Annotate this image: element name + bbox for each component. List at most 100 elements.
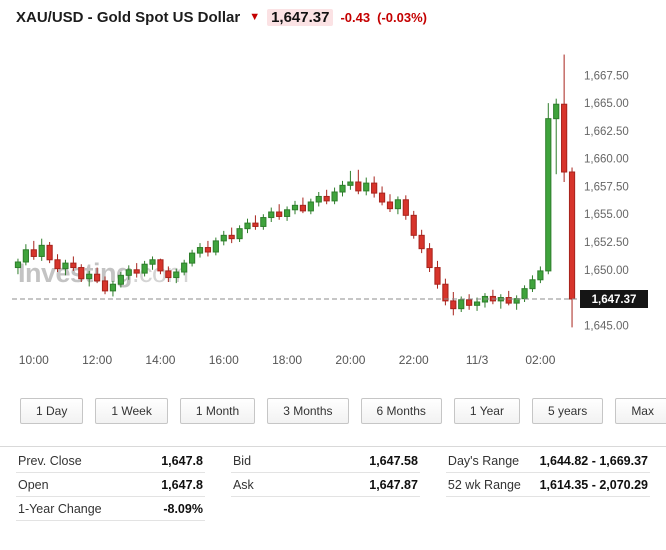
stat-label: Open	[18, 478, 49, 492]
candle	[568, 167, 576, 328]
candle	[236, 225, 243, 242]
candle	[394, 196, 402, 215]
candle	[371, 176, 378, 198]
candle	[481, 293, 489, 308]
range-button-1-year[interactable]: 1 Year	[453, 398, 520, 424]
candlestick-chart[interactable]: Investing.com1,667.501,665.001,662.501,6…	[0, 30, 664, 382]
candle	[553, 98, 560, 175]
stat-value: 1,644.82 - 1,669.37	[539, 454, 648, 468]
candle	[252, 215, 259, 230]
stat-label: Ask	[232, 478, 254, 492]
candle	[450, 292, 457, 316]
candle	[434, 260, 441, 289]
stat-52wk-range: 52 wk Range 1,614.35 - 2,070.29	[445, 473, 650, 497]
price-chart[interactable]: Investing.com 1,667.50 1,665.00 1,662.50 1,6…	[0, 30, 666, 382]
candle	[14, 258, 22, 275]
range-button-6-months[interactable]: 6 Months	[360, 398, 442, 424]
candle	[339, 180, 346, 197]
candle	[38, 238, 45, 261]
stat-days-range: Day's Range 1,644.82 - 1,669.37	[445, 449, 650, 473]
y-axis-label: 1,665.00	[584, 98, 629, 110]
candle	[181, 259, 188, 276]
stat-1-year-change: 1-Year Change -8.09%	[16, 497, 205, 521]
candle	[22, 244, 29, 266]
candle	[86, 270, 93, 287]
price-change-percent: (-0.03%)	[377, 10, 427, 25]
price-change: -0.43	[340, 10, 371, 25]
x-axis-label: 18:00	[272, 353, 302, 367]
candle	[561, 54, 568, 182]
candle	[545, 103, 552, 275]
range-button-1-month[interactable]: 1 Month	[179, 398, 256, 424]
candle	[529, 275, 536, 292]
y-axis-label: 1,652.50	[584, 237, 629, 249]
stat-label: 1-Year Change	[18, 502, 102, 516]
candle	[244, 218, 251, 234]
candle	[347, 170, 354, 190]
candle	[188, 249, 196, 267]
candle	[283, 206, 291, 221]
candle	[299, 197, 307, 214]
candle	[378, 186, 386, 206]
candle	[157, 258, 164, 275]
range-selector: 1 Day 1 Week 1 Month 3 Months 6 Months 1…	[20, 398, 666, 424]
candle	[418, 229, 425, 254]
range-button-3-months[interactable]: 3 Months	[267, 398, 349, 424]
range-button-5-years[interactable]: 5 years	[531, 398, 604, 424]
x-axis-label: 11/3	[466, 353, 489, 367]
candle	[307, 198, 314, 215]
candle	[101, 276, 109, 295]
stat-empty-cell	[446, 497, 650, 521]
range-button-1-day[interactable]: 1 Day	[20, 398, 84, 424]
candle	[228, 227, 235, 244]
candle	[363, 177, 370, 196]
candle	[46, 242, 53, 264]
candle	[323, 189, 330, 205]
candle	[426, 243, 433, 272]
y-axis-label: 1,645.00	[584, 320, 629, 332]
x-axis-label: 02:00	[525, 353, 555, 367]
candle	[268, 207, 275, 222]
candle	[497, 294, 504, 309]
stat-value: 1,647.8	[161, 478, 203, 492]
candle	[62, 259, 69, 276]
candle	[331, 187, 338, 205]
svg-text:1,647.37: 1,647.37	[592, 294, 637, 306]
last-price-badge: 1,647.37	[580, 290, 648, 308]
candle	[117, 272, 124, 288]
candle	[173, 268, 180, 284]
candle	[442, 278, 449, 306]
candle	[410, 210, 417, 239]
x-axis-label: 10:00	[19, 353, 49, 367]
y-axis-label: 1,657.50	[584, 181, 629, 193]
y-axis-label: 1,667.50	[584, 70, 629, 82]
candle	[133, 263, 140, 278]
stat-ask: Ask 1,647.87	[230, 473, 420, 497]
stat-value: 1,614.35 - 2,070.29	[539, 478, 648, 492]
candle	[70, 256, 77, 271]
candle	[276, 204, 283, 220]
y-axis-label: 1,650.00	[584, 265, 629, 277]
candle	[220, 230, 227, 246]
candle	[165, 266, 172, 282]
x-axis-label: 12:00	[82, 353, 112, 367]
x-axis-label: 16:00	[209, 353, 239, 367]
candle	[466, 294, 473, 310]
candle	[505, 290, 512, 306]
candle	[355, 169, 362, 195]
y-axis-label: 1,655.00	[584, 209, 629, 221]
stat-prev-close: Prev. Close 1,647.8	[16, 449, 205, 473]
candle	[141, 260, 148, 277]
candle	[54, 254, 61, 272]
stat-label: Bid	[232, 454, 252, 468]
range-button-1-week[interactable]: 1 Week	[95, 398, 168, 424]
instrument-header: XAU/USD - Gold Spot US Dollar ▼ 1,647.37…	[0, 0, 666, 28]
x-axis-label: 14:00	[145, 353, 175, 367]
candle	[386, 194, 394, 212]
stat-label: Day's Range	[447, 454, 520, 468]
stat-value: -8.09%	[163, 502, 203, 516]
last-price: 1,647.37	[267, 9, 334, 26]
range-button-max[interactable]: Max	[615, 398, 666, 424]
stat-value: 1,647.87	[369, 478, 418, 492]
candle	[30, 240, 37, 260]
